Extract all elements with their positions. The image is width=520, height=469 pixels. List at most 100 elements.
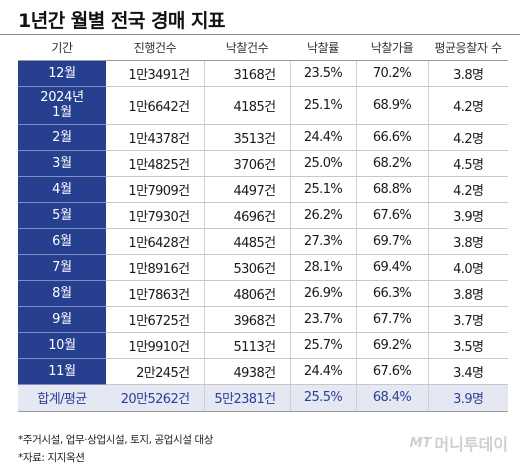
- table-row: 2024년 1월 1만6642건 4185건 25.1% 68.9% 4.2명: [18, 86, 508, 125]
- table-row: 7월 1만8916건 5306건 28.1% 69.4% 4.0명: [18, 254, 508, 281]
- table-body: 12월 1만3491건 3168건 23.5% 70.2% 3.8명 2024년 1월 1만66…: [18, 60, 508, 412]
- row-period-line: 6월: [52, 233, 72, 249]
- table-header-row: 기간 진행건수 낙찰건수 낙찰률 낙찰가율 평균응찰자 수: [18, 36, 508, 61]
- row-price-rate: 67.6%: [355, 202, 428, 229]
- row-bidders: 4.5명: [427, 150, 508, 177]
- row-bidders: 4.2명: [427, 124, 508, 151]
- row-period: 7월: [18, 254, 106, 281]
- row-bidders: 3.8명: [427, 280, 508, 307]
- row-price-rate: 68.2%: [355, 150, 428, 177]
- row-win-rate: 25.0%: [289, 150, 356, 177]
- row-period-line: 11월: [48, 363, 76, 379]
- row-price-rate: 68.8%: [355, 176, 428, 203]
- watermark-mt: MT: [409, 435, 432, 451]
- row-won: 5306건: [203, 254, 290, 281]
- row-period: 3월: [18, 150, 106, 177]
- table-row: 9월 1만6725건 3968건 23.7% 67.7% 3.7명: [18, 306, 508, 333]
- row-bidders: 4.2명: [427, 176, 508, 203]
- col-header-period: 기간: [18, 36, 106, 61]
- row-win-rate: 24.4%: [289, 358, 356, 385]
- total-won: 5만2381건: [203, 384, 290, 412]
- row-won: 4485건: [203, 228, 290, 255]
- row-price-rate: 68.9%: [355, 86, 428, 125]
- row-period-line: 10월: [48, 337, 76, 353]
- row-price-rate: 69.4%: [355, 254, 428, 281]
- row-period-line: 2월: [52, 129, 72, 145]
- row-period: 6월: [18, 228, 106, 255]
- row-progress: 1만3491건: [106, 60, 204, 87]
- col-header-bidders: 평균응찰자 수: [428, 36, 508, 61]
- row-bidders: 3.5명: [427, 332, 508, 359]
- row-progress: 2만245건: [106, 358, 204, 385]
- row-period-line: 1월: [52, 105, 72, 120]
- row-price-rate: 70.2%: [355, 60, 428, 87]
- table-row: 8월 1만7863건 4806건 26.9% 66.3% 3.8명: [18, 280, 508, 307]
- row-period-line: 9월: [52, 311, 72, 327]
- table-row: 6월 1만6428건 4485건 27.3% 69.7% 3.8명: [18, 228, 508, 255]
- col-header-price-rate: 낙찰가율: [356, 36, 428, 61]
- publisher-watermark: MT 머니투데이: [410, 431, 508, 455]
- row-period: 12월: [18, 60, 106, 87]
- row-progress: 1만7863건: [106, 280, 204, 307]
- row-won: 4497건: [203, 176, 290, 203]
- row-progress: 1만4825건: [106, 150, 204, 177]
- row-period: 4월: [18, 176, 106, 203]
- row-price-rate: 69.7%: [355, 228, 428, 255]
- row-progress: 1만7909건: [106, 176, 204, 203]
- row-won: 4806건: [203, 280, 290, 307]
- row-progress: 1만6642건: [106, 86, 204, 125]
- row-win-rate: 25.1%: [289, 176, 356, 203]
- row-progress: 1만6725건: [106, 306, 204, 333]
- row-period-line: 8월: [52, 285, 72, 301]
- row-won: 3513건: [203, 124, 290, 151]
- row-won: 3706건: [203, 150, 290, 177]
- total-price-rate: 68.4%: [355, 384, 428, 412]
- table-row: 2월 1만4378건 3513건 24.4% 66.6% 4.2명: [18, 124, 508, 151]
- row-progress: 1만6428건: [106, 228, 204, 255]
- row-period-line: 7월: [52, 259, 72, 275]
- row-won: 4696건: [203, 202, 290, 229]
- row-win-rate: 24.4%: [289, 124, 356, 151]
- total-label: 합계/평균: [18, 384, 106, 412]
- table-row: 10월 1만9910건 5113건 25.7% 69.2% 3.5명: [18, 332, 508, 359]
- row-progress: 1만9910건: [106, 332, 204, 359]
- col-header-progress: 진행건수: [106, 36, 204, 61]
- row-bidders: 4.2명: [427, 86, 508, 125]
- total-win-rate: 25.5%: [289, 384, 356, 412]
- row-won: 5113건: [203, 332, 290, 359]
- row-period-line: 12월: [48, 65, 76, 81]
- row-win-rate: 26.9%: [289, 280, 356, 307]
- row-progress: 1만7930건: [106, 202, 204, 229]
- table-row: 5월 1만7930건 4696건 26.2% 67.6% 3.9명: [18, 202, 508, 229]
- row-period-line: 4월: [52, 181, 72, 197]
- table-row: 4월 1만7909건 4497건 25.1% 68.8% 4.2명: [18, 176, 508, 203]
- row-period: 5월: [18, 202, 106, 229]
- row-bidders: 4.0명: [427, 254, 508, 281]
- page-title: 1년간 월별 전국 경매 지표: [18, 10, 225, 32]
- row-price-rate: 66.3%: [355, 280, 428, 307]
- total-row: 합계/평균 20만5262건 5만2381건 25.5% 68.4% 3.9명: [18, 384, 508, 412]
- row-win-rate: 25.1%: [289, 86, 356, 125]
- row-period: 8월: [18, 280, 106, 307]
- row-won: 3968건: [203, 306, 290, 333]
- auction-table: 기간 진행건수 낙찰건수 낙찰률 낙찰가율 평균응찰자 수 12월 1만3491건…: [18, 36, 508, 412]
- row-won: 3168건: [203, 60, 290, 87]
- row-period: 10월: [18, 332, 106, 359]
- row-won: 4938건: [203, 358, 290, 385]
- row-bidders: 3.8명: [427, 60, 508, 87]
- row-period-line: 2024년: [40, 90, 84, 105]
- row-win-rate: 27.3%: [289, 228, 356, 255]
- row-period: 2월: [18, 124, 106, 151]
- row-bidders: 3.4명: [427, 358, 508, 385]
- row-bidders: 3.9명: [427, 202, 508, 229]
- footnote-source: *자료: 지지옥션: [18, 452, 85, 464]
- row-price-rate: 69.2%: [355, 332, 428, 359]
- row-period-line: 5월: [52, 207, 72, 223]
- table-row: 3월 1만4825건 3706건 25.0% 68.2% 4.5명: [18, 150, 508, 177]
- row-period: 2024년 1월: [18, 86, 106, 125]
- row-win-rate: 23.7%: [289, 306, 356, 333]
- row-period: 11월: [18, 358, 106, 385]
- row-progress: 1만8916건: [106, 254, 204, 281]
- row-price-rate: 66.6%: [355, 124, 428, 151]
- row-win-rate: 25.7%: [289, 332, 356, 359]
